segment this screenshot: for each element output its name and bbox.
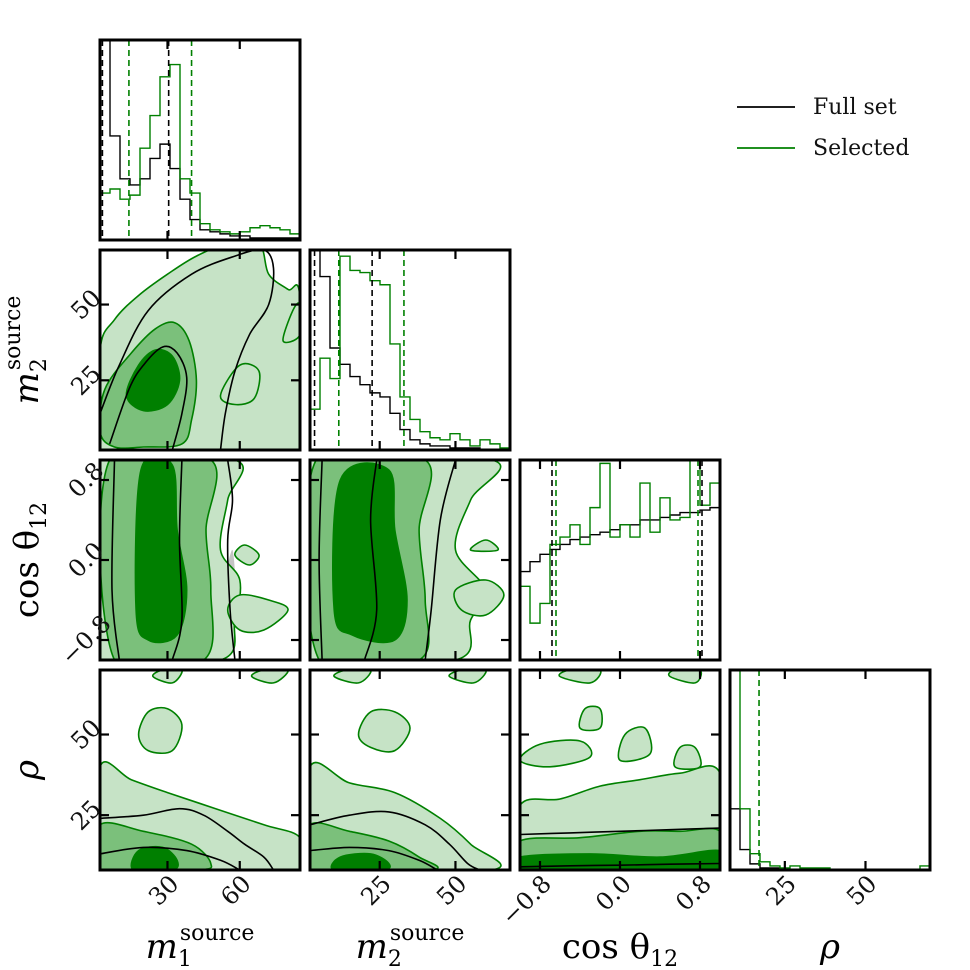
x-tick-label-m2: 25 [355,870,396,911]
full-set-contour-line [520,827,720,836]
x-axis-label-rho: ρ [819,927,840,967]
full-set-contour-line [318,460,323,660]
hist-frame-m2 [308,248,512,452]
selected-contour-level-3 [332,462,408,644]
hist-full-m2 [310,250,510,450]
selected-contour-level-3 [330,852,391,870]
legend-label-full-set: Full set [813,95,897,120]
hist-panel-m1 [98,38,302,242]
full-set-contour-line [111,460,121,660]
hist-panel-m2 [308,248,512,452]
hist-content-m2 [310,250,510,450]
hist-content-rho [730,670,930,870]
x-tick-label-m1: 60 [215,870,256,911]
hist-selected-m2 [310,255,510,450]
selected-contour-island [282,302,300,344]
contour-frame [98,668,302,872]
full-set-contour-line [310,846,438,870]
panels-layer [98,38,932,872]
full-set-contour-line [100,807,275,870]
y-axis-label-cos: cos θ12 [7,502,52,618]
x-axis-label-m1: m1source [146,921,255,970]
contour-content-cos-rho [520,670,720,870]
hist-content-cos [520,460,720,660]
hist-frame-m1 [98,38,302,242]
full-set-contour-line [108,345,188,450]
hist-panel-cos [518,458,722,662]
full-set-contour-line [226,460,236,660]
selected-contour-island [234,544,260,566]
selected-contour-island [520,739,593,768]
x-tick-label-rho: 25 [760,870,801,911]
legend-label-selected: Selected [813,136,909,161]
contour-content-m2-cos [310,460,505,660]
hist-frame-rho [728,668,932,872]
contour-panel-m2-rho [308,668,512,872]
x-tick-label-m1: 30 [143,870,184,911]
selected-contour-island [219,362,261,406]
contour-frame [308,668,512,872]
contour-panel-m1-m2 [98,248,302,452]
contour-panel-m1-cos [98,458,302,662]
hist-selected-cos [520,460,720,660]
selected-contour-level-3 [125,348,181,412]
selected-contour-island [226,593,289,634]
contour-frame [98,248,302,452]
y-axis-label-rho: ρ [7,760,47,781]
contour-content-m1-cos [100,460,289,660]
full-set-contour-line [363,460,378,660]
contour-panel-m1-rho [98,668,302,872]
selected-contour-island [578,705,603,732]
hist-selected-rho [730,670,930,870]
selected-contour-island [673,744,702,770]
x-tick-label-m2: 50 [431,870,472,911]
full-set-contour-line [424,460,457,660]
contour-panel-cos-rho [518,668,722,872]
x-axis-label-m2: m2source [356,921,465,970]
selected-contour-island [137,706,183,755]
selected-contour-island [453,579,505,617]
selected-contour-island [469,539,500,553]
x-tick-label-cos: −0.8 [496,870,557,931]
contour-content-m1-m2 [100,250,300,450]
x-tick-label-cos: 0.0 [590,870,637,917]
y-axis-label-m2: m2source [1,296,52,405]
x-axis-label-cos: cos θ12 [562,927,678,970]
full-set-contour-line [100,250,275,450]
x-tick-label-rho: 50 [841,870,882,911]
contour-panel-m2-cos [308,458,512,662]
selected-contour-island [357,708,411,753]
full-set-contour-line [171,460,183,660]
selected-contour-island [617,726,653,763]
full-set-contour-line [100,846,241,870]
hist-content-m1 [100,40,300,240]
x-tick-label-cos: 0.8 [670,870,717,917]
hist-full-m1 [100,40,300,240]
hist-panel-rho [728,668,932,872]
legend: Full set Selected [737,95,909,161]
full-set-contour-line [310,810,481,870]
contour-content-m2-rho [310,670,502,870]
hist-selected-m1 [100,63,300,240]
contour-content-m1-rho [100,670,300,870]
